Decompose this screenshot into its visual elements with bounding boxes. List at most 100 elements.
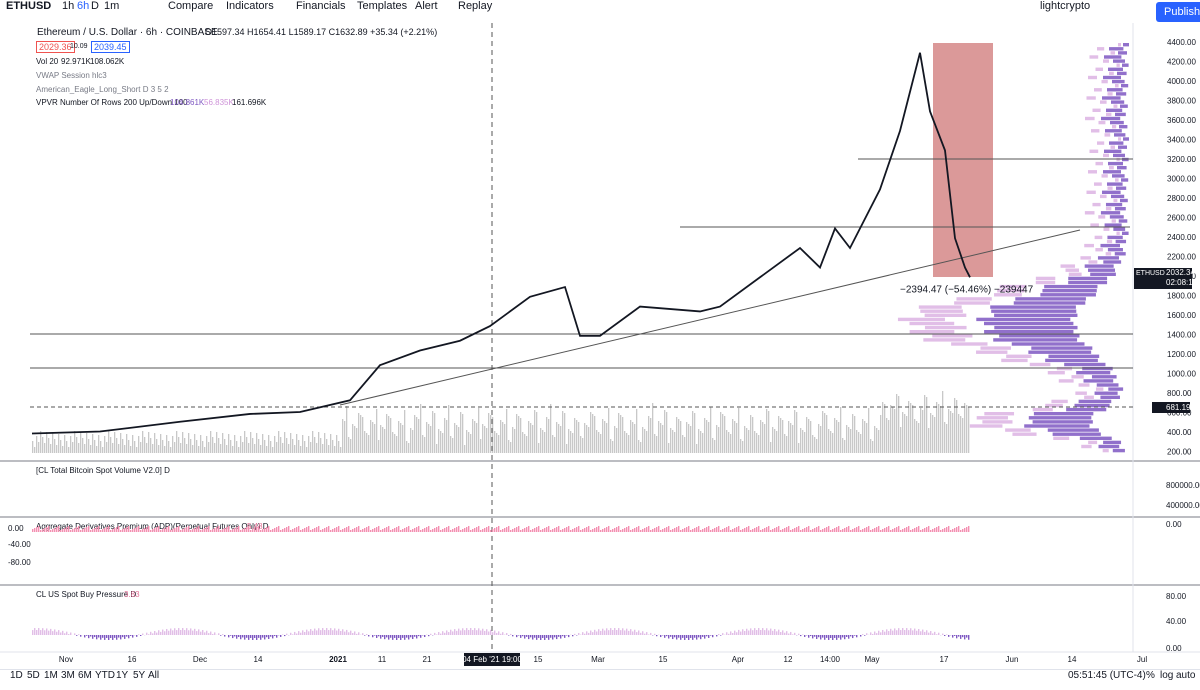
volume-bar	[588, 427, 589, 453]
toolbar-button[interactable]: Indicators	[226, 0, 274, 12]
volume-bar	[400, 423, 401, 453]
pressure-bar	[826, 635, 827, 638]
volume-bar	[734, 421, 735, 453]
premium-bar	[618, 526, 619, 532]
premium-bar	[276, 527, 277, 532]
pressure-bar	[274, 635, 275, 636]
log-toggle[interactable]: log	[1160, 670, 1173, 681]
pressure-bar	[864, 635, 865, 636]
range-button[interactable]: 6M	[78, 670, 92, 681]
range-button[interactable]: 1M	[44, 670, 58, 681]
premium-bar	[46, 527, 47, 532]
pane-axis-label: 0.00	[1166, 644, 1182, 653]
premium-bar	[798, 526, 799, 532]
premium-bar	[678, 526, 679, 532]
pressure-bar	[322, 628, 323, 635]
premium-bar	[140, 530, 141, 532]
premium-bar	[602, 529, 603, 532]
interval[interactable]: D	[91, 0, 99, 12]
volume-profile-bar	[1085, 264, 1114, 267]
toolbar-button[interactable]: Replay	[458, 0, 492, 12]
premium-bar	[670, 530, 671, 532]
interval[interactable]: 6h	[77, 0, 89, 12]
premium-bar	[98, 526, 99, 532]
volume-bar	[540, 428, 541, 453]
pressure-bar	[738, 630, 739, 635]
volume-profile-bar	[1101, 174, 1107, 177]
range-button[interactable]: 3M	[61, 670, 75, 681]
volume-bar	[206, 436, 207, 453]
symbol[interactable]: ETHUSD	[6, 0, 51, 12]
volume-bar	[686, 422, 687, 453]
vwap: VWAP Session hlc3	[36, 71, 107, 80]
pressure-bar	[212, 634, 213, 635]
toolbar-button[interactable]: Alert	[415, 0, 438, 12]
volume-bar	[500, 420, 501, 453]
pressure-bar	[720, 635, 721, 636]
volume-profile-bar	[982, 420, 1012, 423]
pressure-bar	[694, 635, 695, 638]
premium-bar	[42, 529, 43, 532]
volume-bar	[858, 432, 859, 453]
premium-bar	[262, 529, 263, 532]
range-button[interactable]: 5Y	[133, 670, 145, 681]
pressure-bar	[436, 634, 437, 635]
toolbar-button[interactable]: Compare	[168, 0, 213, 12]
volume-profile-bar	[1105, 223, 1122, 226]
premium-bar	[366, 527, 367, 532]
premium-bar	[846, 527, 847, 532]
time-axis-label: Mar	[591, 655, 605, 664]
volume-profile-bar	[1024, 424, 1089, 427]
premium-bar	[644, 528, 645, 532]
premium-bar	[256, 527, 257, 532]
volume-profile-bar	[1107, 240, 1112, 243]
volume-bar	[64, 435, 65, 453]
volume-profile-bar	[1090, 150, 1099, 153]
legend-ohlc: O1597.34 H1654.41 L1589.17 C1632.89 +35.…	[205, 27, 437, 37]
pressure-bar	[962, 635, 963, 637]
volume-profile-bar	[1115, 252, 1126, 255]
volume-bar	[158, 445, 159, 453]
pressure-bar	[566, 635, 567, 636]
premium-bar	[240, 530, 241, 532]
premium-bar	[504, 528, 505, 532]
premium-bar	[376, 527, 377, 532]
pressure-bar	[238, 635, 239, 637]
range-button[interactable]: All	[148, 670, 159, 681]
price-axis-label: 4400.00	[1167, 38, 1196, 47]
range-button[interactable]: YTD	[95, 670, 115, 681]
toolbar-button[interactable]: Financials	[296, 0, 346, 12]
volume-profile-bar	[1048, 355, 1099, 358]
volume-bar	[486, 428, 487, 453]
pressure-bar	[424, 635, 425, 637]
interval[interactable]: 1h	[62, 0, 74, 12]
pressure-bar	[640, 633, 641, 635]
premium-bar	[734, 528, 735, 532]
range-button[interactable]: 1D	[10, 670, 23, 681]
user[interactable]: lightcrypto	[1040, 0, 1090, 12]
premium-bar	[802, 529, 803, 532]
volume-bar	[266, 446, 267, 453]
percent-toggle[interactable]: %	[1146, 670, 1155, 681]
pressure-bar	[562, 635, 563, 636]
price-tag-price: 2032.34	[1166, 268, 1195, 277]
volume-bar	[576, 420, 577, 453]
toolbar-button[interactable]: Templates	[357, 0, 407, 12]
volume-bar	[792, 425, 793, 453]
pressure-bar	[294, 632, 295, 635]
pressure-bar	[532, 635, 533, 640]
volume-bar	[204, 447, 205, 453]
auto-toggle[interactable]: auto	[1176, 670, 1195, 681]
range-button[interactable]: 1Y	[116, 670, 128, 681]
premium-bar	[704, 528, 705, 532]
volume-bar	[228, 434, 229, 453]
volume-bar	[242, 442, 243, 453]
publish-button[interactable]: Publish	[1156, 2, 1200, 22]
pressure-bar	[756, 630, 757, 635]
volume-profile-bar	[1115, 84, 1119, 87]
premium-bar	[776, 527, 777, 532]
interval[interactable]: 1m	[104, 0, 119, 12]
premium-bar	[526, 527, 527, 532]
premium-bar	[512, 529, 513, 532]
range-button[interactable]: 5D	[27, 670, 40, 681]
